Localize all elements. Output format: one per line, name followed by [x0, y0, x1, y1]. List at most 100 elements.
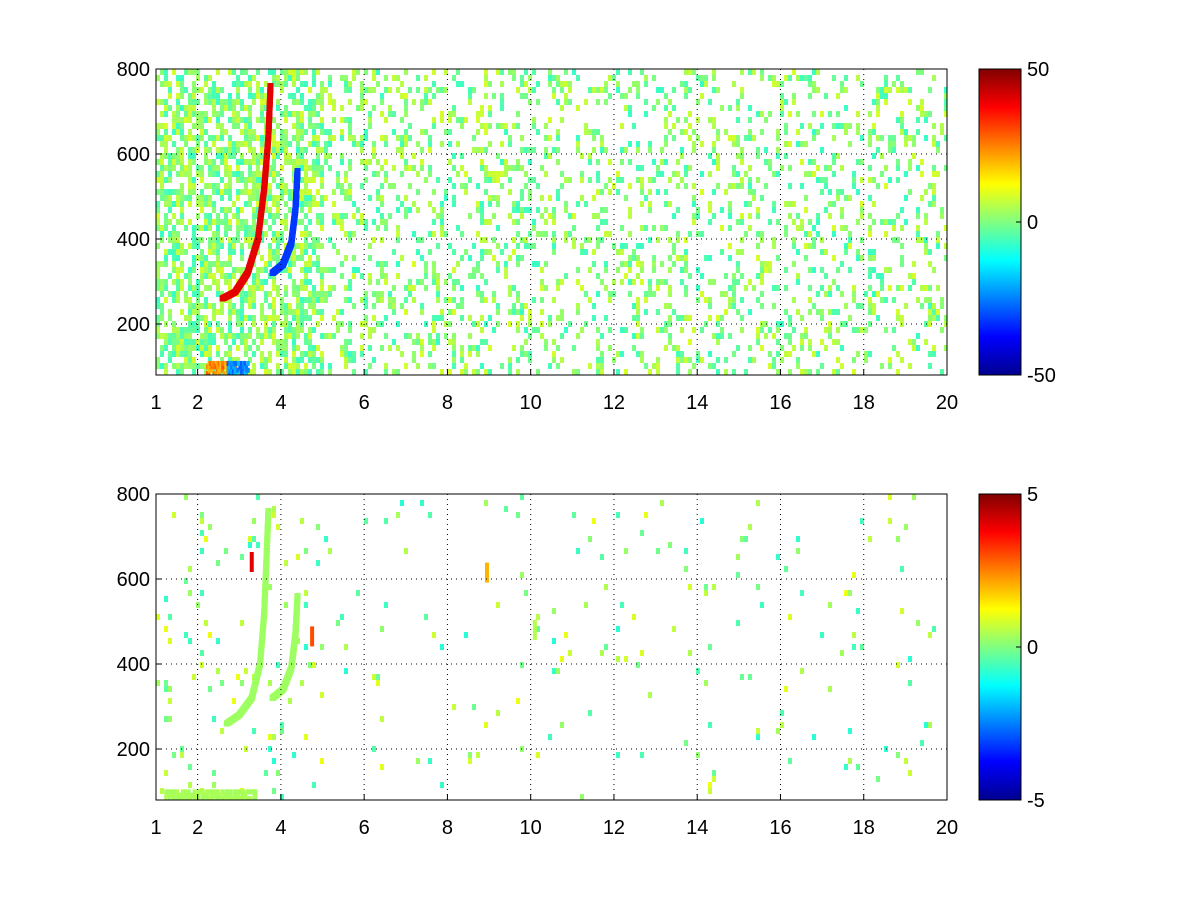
- heatmap-cell: [212, 183, 216, 189]
- heatmap-cell: [352, 369, 356, 375]
- heatmap-cell: [456, 303, 460, 309]
- heatmap-cell: [336, 620, 340, 626]
- heatmap-cell: [868, 165, 872, 171]
- heatmap-cell: [296, 255, 300, 261]
- heatmap-cell: [596, 291, 600, 297]
- heatmap-feature-cell: [205, 364, 209, 370]
- heatmap-feature-cell: [189, 792, 193, 798]
- heatmap-cell: [804, 243, 808, 249]
- heatmap-cell: [608, 345, 612, 351]
- heatmap-cell: [848, 758, 852, 764]
- heatmap-cell: [380, 716, 384, 722]
- heatmap-cell: [260, 237, 264, 243]
- heatmap-cell: [616, 69, 620, 75]
- heatmap-cell: [888, 363, 892, 369]
- heatmap-feature-cell: [205, 371, 209, 375]
- heatmap-cell: [240, 249, 244, 255]
- heatmap-cell: [268, 680, 272, 686]
- heatmap-cell: [428, 758, 432, 764]
- heatmap-cell: [284, 333, 288, 339]
- heatmap-feature-cell: [220, 360, 224, 366]
- heatmap-cell: [636, 303, 640, 309]
- heatmap-cell: [232, 267, 236, 273]
- heatmap-cell: [452, 363, 456, 369]
- heatmap-cell: [596, 369, 600, 375]
- heatmap-cell: [248, 75, 252, 81]
- heatmap-cell: [868, 351, 872, 357]
- heatmap-cell: [896, 87, 900, 93]
- heatmap-cell: [840, 213, 844, 219]
- heatmap-cell: [308, 207, 312, 213]
- heatmap-cell: [844, 243, 848, 249]
- heatmap-feature-cell: [232, 789, 236, 795]
- heatmap-cell: [808, 309, 812, 315]
- heatmap-cell: [240, 69, 244, 75]
- heatmap-cell: [332, 213, 336, 219]
- heatmap-cell: [316, 524, 320, 530]
- heatmap-cell: [176, 111, 180, 117]
- heatmap-cell: [688, 369, 692, 375]
- heatmap-cell: [404, 548, 408, 554]
- x-tick-label: 18: [853, 817, 875, 839]
- heatmap-cell: [320, 195, 324, 201]
- heatmap-cell: [188, 189, 192, 195]
- heatmap-cell: [716, 333, 720, 339]
- heatmap-cell: [868, 195, 872, 201]
- heatmap-cell: [160, 285, 164, 291]
- heatmap-cell: [216, 255, 220, 261]
- heatmap-cell: [240, 255, 244, 261]
- heatmap-cell: [584, 129, 588, 135]
- heatmap-cell: [520, 81, 524, 87]
- heatmap-feature-cell: [182, 796, 186, 800]
- heatmap-cell: [260, 171, 264, 177]
- heatmap-cell: [744, 135, 748, 141]
- heatmap-cell: [328, 99, 332, 105]
- heatmap-cell: [668, 321, 672, 327]
- heatmap-cell: [796, 548, 800, 554]
- heatmap-cell: [440, 111, 444, 117]
- heatmap-cell: [232, 69, 236, 75]
- heatmap-cell: [412, 297, 416, 303]
- heatmap-cell: [404, 333, 408, 339]
- heatmap-cell: [500, 99, 504, 105]
- heatmap-feature-cell: [235, 371, 239, 375]
- heatmap-cell: [184, 105, 188, 111]
- heatmap-feature-cell: [225, 789, 229, 795]
- heatmap-cell: [668, 99, 672, 105]
- heatmap-cell: [900, 255, 904, 261]
- heatmap-cell: [200, 129, 204, 135]
- heatmap-cell: [388, 105, 392, 111]
- plot-frame-top: [155, 68, 948, 376]
- heatmap-cell: [280, 369, 284, 375]
- heatmap-cell: [300, 147, 304, 153]
- heatmap-cell: [212, 135, 216, 141]
- heatmap-cell: [772, 363, 776, 369]
- heatmap-cell: [852, 327, 856, 333]
- heatmap-cell: [688, 650, 692, 656]
- heatmap-cell: [384, 273, 388, 279]
- heatmap-cell: [420, 99, 424, 105]
- heatmap-cell: [248, 333, 252, 339]
- heatmap-cell: [296, 315, 300, 321]
- heatmap-cell: [576, 105, 580, 111]
- heatmap-feature-cell: [252, 796, 256, 800]
- heatmap-cell: [160, 111, 164, 117]
- heatmap-cell: [852, 369, 856, 375]
- heatmap-feature-cell: [165, 792, 169, 798]
- heatmap-cell: [396, 345, 400, 351]
- heatmap-cell: [380, 273, 384, 279]
- heatmap-cell: [264, 333, 268, 339]
- heatmap-cell: [288, 75, 292, 81]
- heatmap-cell: [244, 189, 248, 195]
- heatmap-cell: [516, 357, 520, 363]
- heatmap-cell: [296, 303, 300, 309]
- heatmap-cell: [164, 141, 168, 147]
- heatmap-cell: [912, 345, 916, 351]
- heatmap-cell: [312, 303, 316, 309]
- heatmap-cell: [732, 303, 736, 309]
- heatmap-cell: [272, 195, 276, 201]
- heatmap-feature-cell: [175, 796, 179, 800]
- heatmap-cell: [420, 159, 424, 165]
- heatmap-cell: [284, 243, 288, 249]
- heatmap-cell: [524, 590, 528, 596]
